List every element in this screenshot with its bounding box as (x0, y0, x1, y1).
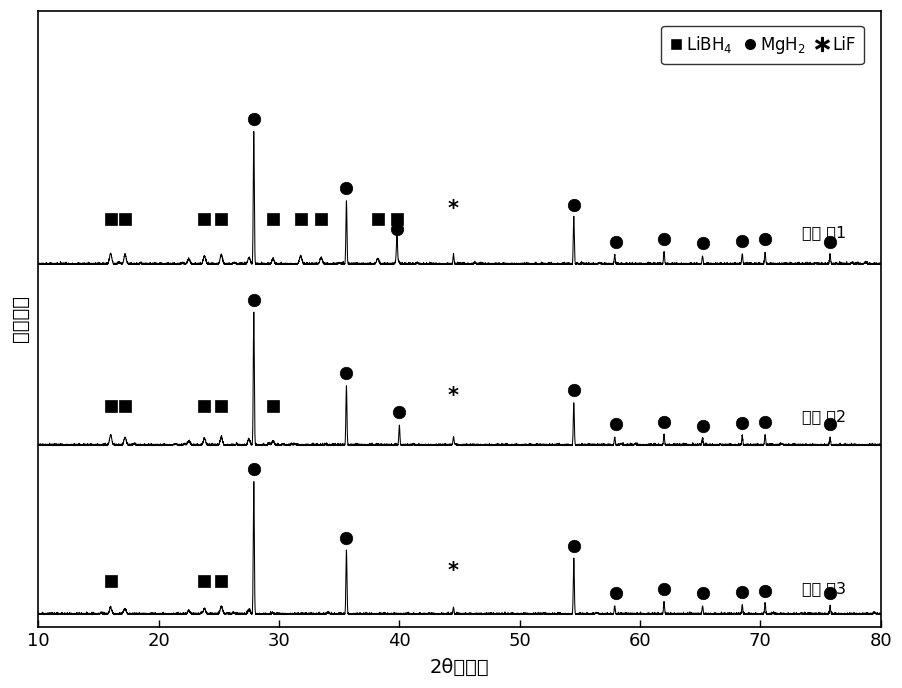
Text: 实施 例3: 实施 例3 (802, 581, 845, 596)
Text: *: * (447, 561, 458, 581)
X-axis label: 2θ（度）: 2θ（度） (429, 658, 489, 677)
Text: 实施 例2: 实施 例2 (802, 409, 845, 424)
Text: 实施 例1: 实施 例1 (802, 226, 846, 240)
Text: *: * (447, 200, 458, 219)
Text: *: * (447, 387, 458, 407)
Y-axis label: 相对强度: 相对强度 (11, 295, 30, 343)
Legend: LiBH$_4$, MgH$_2$, LiF: LiBH$_4$, MgH$_2$, LiF (660, 25, 863, 64)
